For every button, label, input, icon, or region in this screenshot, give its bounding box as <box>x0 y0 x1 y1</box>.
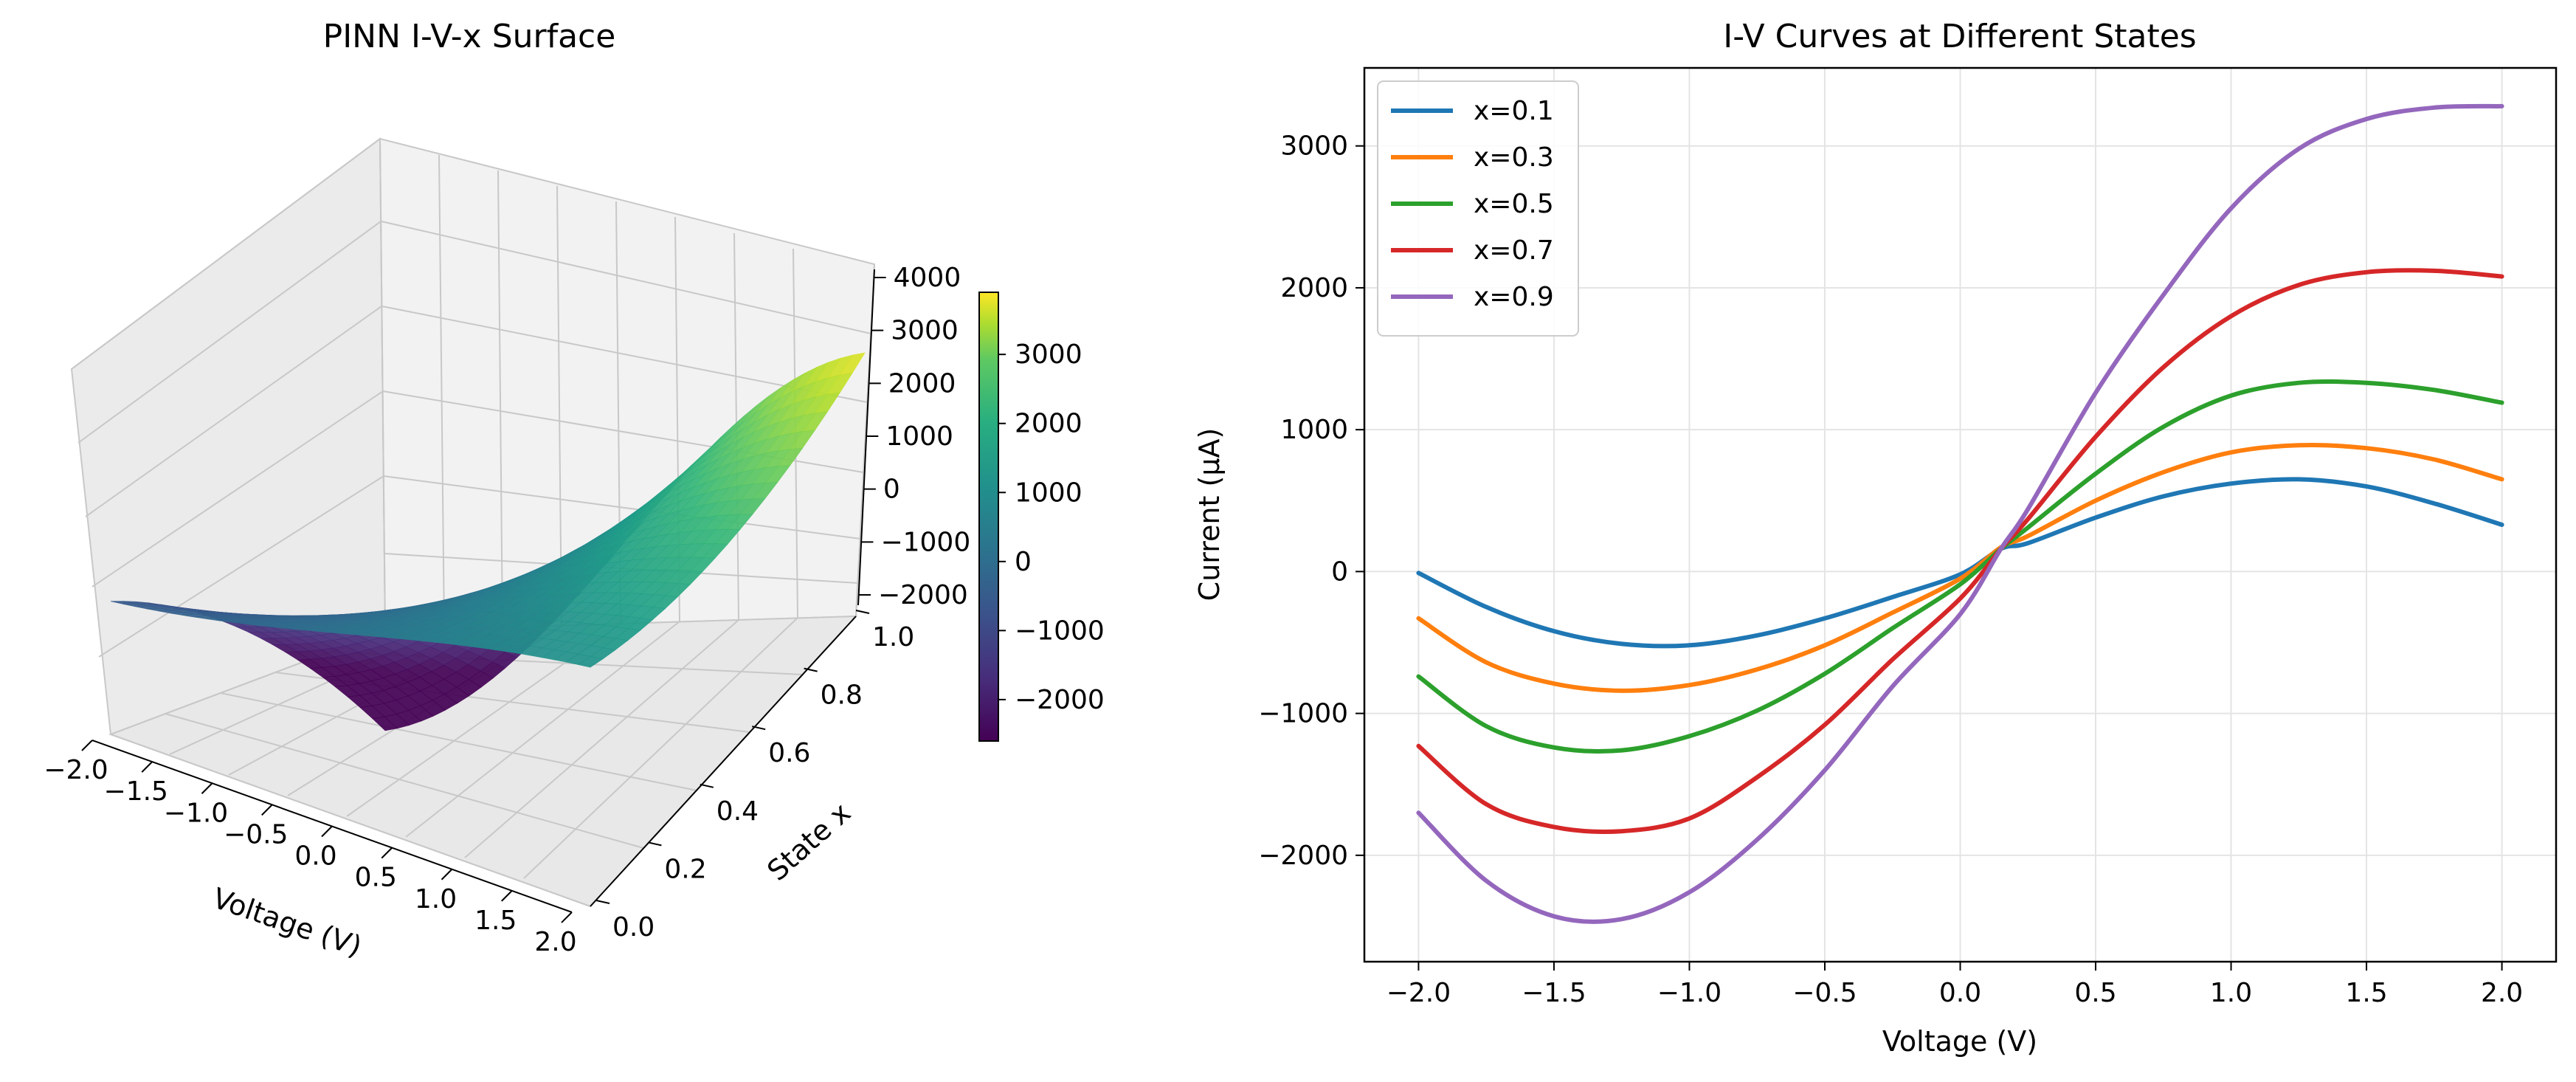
surface-z-tick-label: 0 <box>883 475 900 505</box>
legend-label: x=0.9 <box>1474 282 1554 312</box>
x-tick-label: 1.5 <box>2345 978 2387 1008</box>
colorbar-tick-label: 1000 <box>1015 478 1082 508</box>
surface-y-axis-label: State x <box>761 796 857 887</box>
legend-label: x=0.7 <box>1474 235 1554 266</box>
surface-x-tick-label: −2.0 <box>44 755 108 785</box>
surface-x-tick-mark <box>201 782 213 794</box>
surface-x-tick-label: 2.0 <box>534 927 576 957</box>
y-tick-label: 0 <box>1331 556 1348 587</box>
x-tick-label: −1.5 <box>1522 978 1586 1008</box>
y-tick-label: −1000 <box>1258 699 1348 729</box>
x-tick-label: −2.0 <box>1387 978 1451 1008</box>
surface-x-tick-mark <box>441 869 453 881</box>
line-chart-legend: x=0.1 x=0.3 x=0.5 x=0.7 x=0.9 <box>1377 80 1579 337</box>
surface-x-tick-mark <box>261 804 273 816</box>
line-chart-y-axis-label: Current (μA) <box>1193 428 1226 602</box>
surface-x-tick-mark <box>501 890 513 902</box>
surface-x-tick-label: −1.5 <box>104 776 168 807</box>
surface-z-tick-label: 1000 <box>885 421 953 452</box>
i-v-x-surface <box>110 352 866 731</box>
surface-z-tick-label: 3000 <box>891 316 959 346</box>
colorbar-tick-label: −1000 <box>1015 616 1105 646</box>
surface-x-tick-label: −0.5 <box>224 819 288 850</box>
series-line-x-0-3 <box>1416 443 2504 693</box>
x-tick-label: 1.0 <box>2210 978 2252 1008</box>
surface-z-tick-label: −2000 <box>878 580 968 610</box>
line-chart-x-ticks: −2.0 −1.5 −1.0 −0.5 0.0 0.5 1.0 1.5 2.0 <box>1387 962 2523 1008</box>
line-chart-x-axis-label: Voltage (V) <box>1882 1025 2037 1058</box>
surface-y-tick-label: 1.0 <box>872 622 914 652</box>
surface-x-tick-label: 1.5 <box>474 906 517 936</box>
line-chart-y-ticks: −2000 −1000 0 1000 2000 3000 <box>1258 131 1364 871</box>
colorbar-gradient <box>978 292 999 742</box>
surface-y-tick-mark <box>751 726 766 731</box>
x-tick-label: 0.5 <box>2074 978 2116 1008</box>
legend-box <box>1377 80 1579 337</box>
surface-z-tick-label: 2000 <box>888 368 956 399</box>
surface-y-tick-label: 0.0 <box>612 912 655 943</box>
y-tick-label: 2000 <box>1280 273 1348 303</box>
colorbar-tick-label: 2000 <box>1015 409 1082 439</box>
surface-plot-panel: PINN I-V-x Surface <box>44 18 1104 963</box>
surface-y-tick-label: 0.4 <box>716 796 759 827</box>
surface-z-axis: −2000 −1000 0 1000 2000 3000 4000 <box>857 263 970 610</box>
surface-y-tick-label: 0.8 <box>821 680 863 711</box>
legend-label: x=0.5 <box>1474 189 1554 219</box>
colorbar-tick-label: −2000 <box>1015 685 1105 715</box>
surface-y-tick-label: 0.2 <box>664 854 706 884</box>
surface-y-tick-mark <box>595 900 610 904</box>
x-tick-label: 2.0 <box>2481 978 2523 1008</box>
surface-colorbar: −2000 −1000 0 1000 2000 3000 <box>978 292 1105 742</box>
x-tick-label: −0.5 <box>1792 978 1857 1008</box>
legend-label: x=0.1 <box>1474 96 1554 126</box>
line-chart-series <box>1416 103 2504 924</box>
y-tick-label: 1000 <box>1280 415 1348 445</box>
surface-x-tick-mark <box>141 761 153 773</box>
x-tick-label: −1.0 <box>1657 978 1722 1008</box>
surface-x-tick-mark <box>81 740 93 751</box>
surface-z-tick-label: 4000 <box>894 263 961 293</box>
y-tick-label: 3000 <box>1280 131 1348 162</box>
surface-x-tick-label: −1.0 <box>164 798 228 828</box>
surface-z-tick-label: −1000 <box>880 527 970 557</box>
surface-x-tick-mark <box>381 847 393 859</box>
surface-y-tick-label: 0.6 <box>768 738 810 768</box>
surface-x-tick-label: 0.5 <box>355 863 397 893</box>
series-line-x-0-7 <box>1416 268 2504 834</box>
colorbar-tick-label: 0 <box>1015 547 1032 577</box>
i-v-curves-panel: I-V Curves at Different States −2.0 −1.5−… <box>1193 18 2558 1058</box>
surface-y-tick-mark <box>804 667 818 672</box>
series-line-x-0-5 <box>1416 379 2504 754</box>
surface-x-axis-label: Voltage (V) <box>209 882 366 963</box>
colorbar-tick-label: 3000 <box>1015 340 1082 370</box>
series-line-x-0-9 <box>1416 103 2504 924</box>
surface-plot-title: PINN I-V-x Surface <box>323 18 616 55</box>
surface-y-tick-mark <box>700 783 714 788</box>
y-tick-label: −2000 <box>1258 841 1348 871</box>
surface-x-tick-mark <box>561 912 573 923</box>
surface-x-tick-label: 1.0 <box>415 884 457 914</box>
surface-y-tick-mark <box>855 610 870 614</box>
x-tick-label: 0.0 <box>1939 978 1981 1008</box>
surface-x-tick-mark <box>321 825 333 838</box>
surface-facet <box>577 655 604 668</box>
surface-axes-panes <box>70 137 876 908</box>
line-chart-title: I-V Curves at Different States <box>1723 18 2196 55</box>
surface-x-tick-label: 0.0 <box>294 841 336 872</box>
legend-label: x=0.3 <box>1474 142 1554 173</box>
surface-y-tick-mark <box>648 841 662 847</box>
